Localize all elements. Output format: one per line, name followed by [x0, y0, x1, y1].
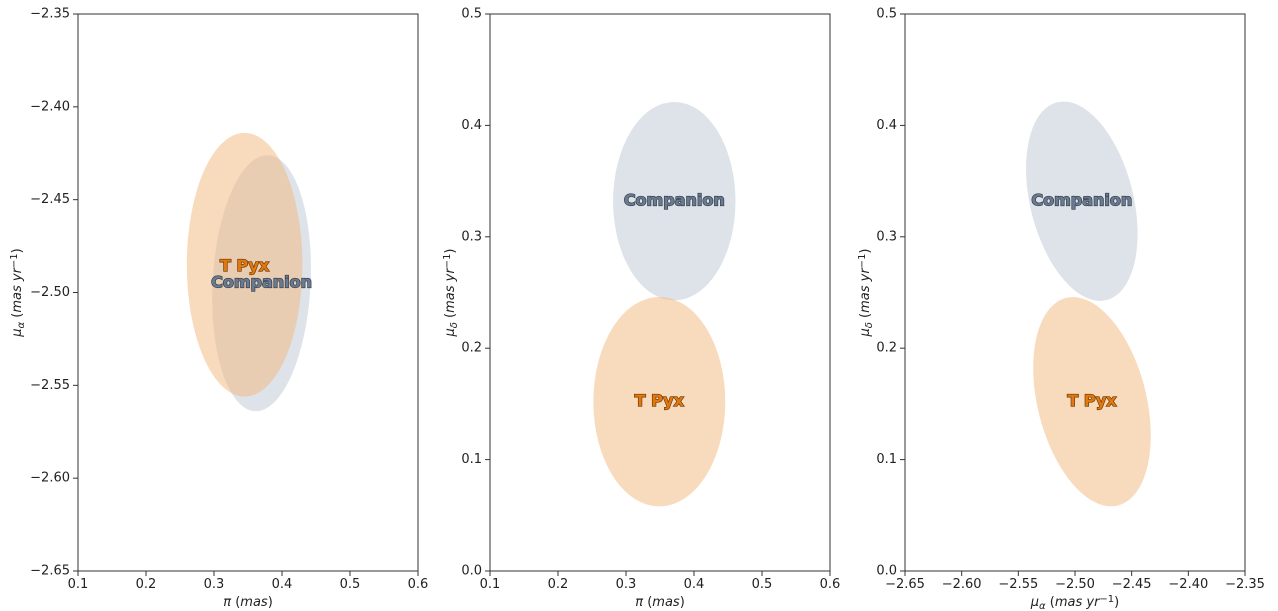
y-tick-label: 0.0: [876, 564, 897, 579]
x-tick-label: 0.4: [272, 577, 293, 592]
y-tick-label: 0.0: [461, 564, 482, 579]
y-tick-label: 0.4: [876, 118, 897, 133]
y-tick-label: −2.50: [30, 285, 70, 300]
y-tick-label: −2.55: [30, 378, 70, 393]
y-tick-label: −2.45: [30, 192, 70, 207]
x-tick-label: 0.3: [204, 577, 225, 592]
plot-area: [186, 132, 311, 412]
x-tick-label: −2.35: [1225, 577, 1265, 592]
x-tick-label: 0.3: [616, 577, 637, 592]
y-tick-label: 0.3: [876, 229, 897, 244]
y-axis-label: μα (mas yr−1): [9, 248, 27, 338]
y-tick-label: 0.2: [876, 341, 897, 356]
ellipse-companion: [1026, 101, 1138, 301]
plot-area: [1026, 101, 1151, 507]
plot-area: [593, 102, 736, 507]
label-companion: Companion: [624, 191, 725, 210]
ellipse-t-pyx: [186, 132, 303, 397]
x-tick-label: 0.1: [68, 577, 89, 592]
panel-3: Companion T Pyx −2.65 −2.60 −2.55 −2.50 −2.45 −…: [857, 7, 1265, 611]
y-tick-label: 0.2: [461, 341, 482, 356]
x-axis-label: π (mas): [635, 595, 685, 610]
ellipse-t-pyx: [593, 296, 726, 507]
y-tick-label: 0.1: [461, 452, 482, 467]
x-tick-label: 0.4: [684, 577, 705, 592]
x-tick-label: −2.55: [998, 577, 1038, 592]
x-tick-label: −2.50: [1055, 577, 1095, 592]
x-tick-label: −2.60: [942, 577, 982, 592]
x-tick-label: 0.1: [480, 577, 501, 592]
label-companion: Companion: [1031, 191, 1132, 210]
x-tick-label: 0.6: [820, 577, 841, 592]
label-companion: Companion: [211, 273, 312, 292]
x-tick-label: −2.65: [885, 577, 925, 592]
y-tick-label: 0.4: [461, 118, 482, 133]
y-tick-label: −2.40: [30, 99, 70, 114]
x-tick-label: −2.40: [1168, 577, 1208, 592]
y-axis-label: μδ (mas yr−1): [442, 248, 460, 337]
x-tick-label: 0.2: [548, 577, 569, 592]
label-t-pyx: T Pyx: [1067, 391, 1117, 410]
axes-frame: [489, 13, 831, 572]
x-tick-label: −2.45: [1112, 577, 1152, 592]
x-axis-label: π (mas): [223, 595, 273, 610]
y-tick-label: 0.5: [876, 7, 897, 22]
y-tick-label: −2.60: [30, 471, 70, 486]
x-tick-label: 0.6: [408, 577, 429, 592]
axes-frame: [904, 13, 1246, 572]
y-tick-label: 0.1: [876, 452, 897, 467]
label-t-pyx: T Pyx: [635, 391, 685, 410]
y-tick-label: −2.65: [30, 564, 70, 579]
y-tick-label: −2.35: [30, 7, 70, 22]
label-t-pyx: T Pyx: [220, 256, 270, 275]
x-tick-label: 0.5: [340, 577, 361, 592]
ellipse-t-pyx: [1033, 297, 1151, 507]
x-axis-label: μα (mas yr−1): [1030, 594, 1120, 611]
y-axis-label: μδ (mas yr−1): [857, 248, 875, 337]
x-tick-label: 0.2: [136, 577, 157, 592]
ellipse-companion: [613, 102, 736, 301]
x-tick-label: 0.5: [752, 577, 773, 592]
y-tick-label: 0.5: [461, 7, 482, 22]
y-tick-label: 0.3: [461, 229, 482, 244]
